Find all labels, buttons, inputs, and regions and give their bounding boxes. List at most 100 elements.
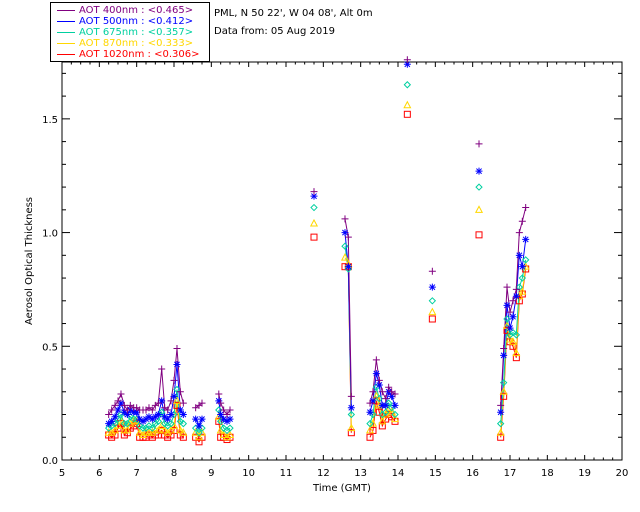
point-1020 [378,422,386,430]
point-675 [509,328,517,337]
point-400 [378,388,386,396]
point-500 [148,415,156,423]
x-tick-label-8: 8 [171,468,177,479]
legend-label-870: AOT 870nm : <0.333> [79,38,194,49]
point-500 [382,401,390,409]
point-400 [176,388,184,396]
point-500 [503,301,511,309]
y-tick-label-1.0: 1.0 [42,229,58,240]
point-675 [503,315,511,323]
point-1020 [310,233,318,241]
point-870 [194,432,204,441]
point-870 [160,425,169,434]
point-400 [310,188,318,196]
point-675 [160,419,169,428]
point-500 [136,415,144,423]
point-675 [347,410,356,419]
point-675 [135,422,144,430]
point-400 [347,392,355,400]
point-675 [521,256,530,264]
point-675 [123,419,132,428]
x-tick-label-6: 6 [96,468,102,479]
point-500 [403,60,411,68]
plot-frame [61,61,623,461]
point-500 [161,413,169,421]
point-500 [133,408,141,416]
point-400 [120,401,128,409]
point-500 [215,397,223,405]
legend-item-400: AOT 400nm : <0.465> [57,5,193,16]
point-500 [117,399,125,407]
point-400 [382,395,390,403]
point-675 [173,385,181,394]
x-tick-label-18: 18 [541,468,554,479]
point-400 [366,399,374,407]
point-500 [142,415,150,423]
point-400 [220,406,228,414]
series-line-1020-seg-5 [369,400,396,438]
point-675 [384,399,393,407]
point-400 [428,267,436,275]
point-500 [167,411,175,419]
point-500 [366,408,374,416]
point-500 [506,324,514,332]
point-870 [368,419,378,427]
point-400 [369,388,377,396]
legend-item-500: AOT 500nm : <0.412> [57,16,193,27]
point-500 [111,413,119,421]
point-500 [497,408,505,416]
point-400 [403,56,411,64]
point-870 [375,400,384,409]
point-500 [347,404,355,412]
point-870 [166,425,176,434]
point-500 [198,415,206,423]
point-500 [158,397,166,405]
point-870 [347,423,356,432]
point-400 [198,399,206,407]
legend-line-1020 [57,53,75,55]
point-400 [497,401,505,409]
legend-label-675: AOT 675nm : <0.357> [79,27,194,38]
point-675 [148,424,157,432]
point-870 [508,337,518,345]
point-675 [223,426,231,435]
point-675 [151,419,160,428]
point-400 [509,297,517,305]
point-400 [117,390,125,398]
point-500 [176,406,184,414]
legend-label-400: AOT 400nm : <0.465> [79,5,194,16]
legend-label-500: AOT 500nm : <0.412> [79,16,194,27]
point-870 [340,253,350,261]
point-400 [173,345,181,353]
point-870 [154,425,163,434]
point-675 [496,419,505,428]
point-500 [145,413,153,421]
point-675 [515,283,524,291]
point-1020 [475,231,483,239]
legend: AOT 400nm : <0.465> AOT 500nm : <0.412> … [50,2,210,62]
x-tick-label-7: 7 [133,468,139,479]
point-870 [126,419,135,427]
point-870 [515,291,524,300]
legend-label-1020: AOT 1020nm : <0.306> [79,49,200,60]
legend-line-500 [57,20,75,22]
point-675 [142,424,150,432]
x-tick-label-14: 14 [392,468,405,479]
legend-item-870: AOT 870nm : <0.333> [57,38,193,49]
point-870 [518,287,527,295]
point-400 [512,285,520,293]
point-500 [105,420,113,428]
point-1020 [512,354,520,362]
x-tick-label-19: 19 [578,468,591,479]
date-info: Data from: 05 Aug 2019 [214,26,335,37]
point-500 [475,167,483,175]
point-870 [496,428,505,436]
point-500 [223,417,231,425]
point-500 [341,229,349,237]
x-tick-label-13: 13 [354,468,367,479]
point-400 [518,217,526,225]
point-500 [391,401,399,409]
x-tick-label-9: 9 [208,468,214,479]
point-675 [310,203,318,212]
